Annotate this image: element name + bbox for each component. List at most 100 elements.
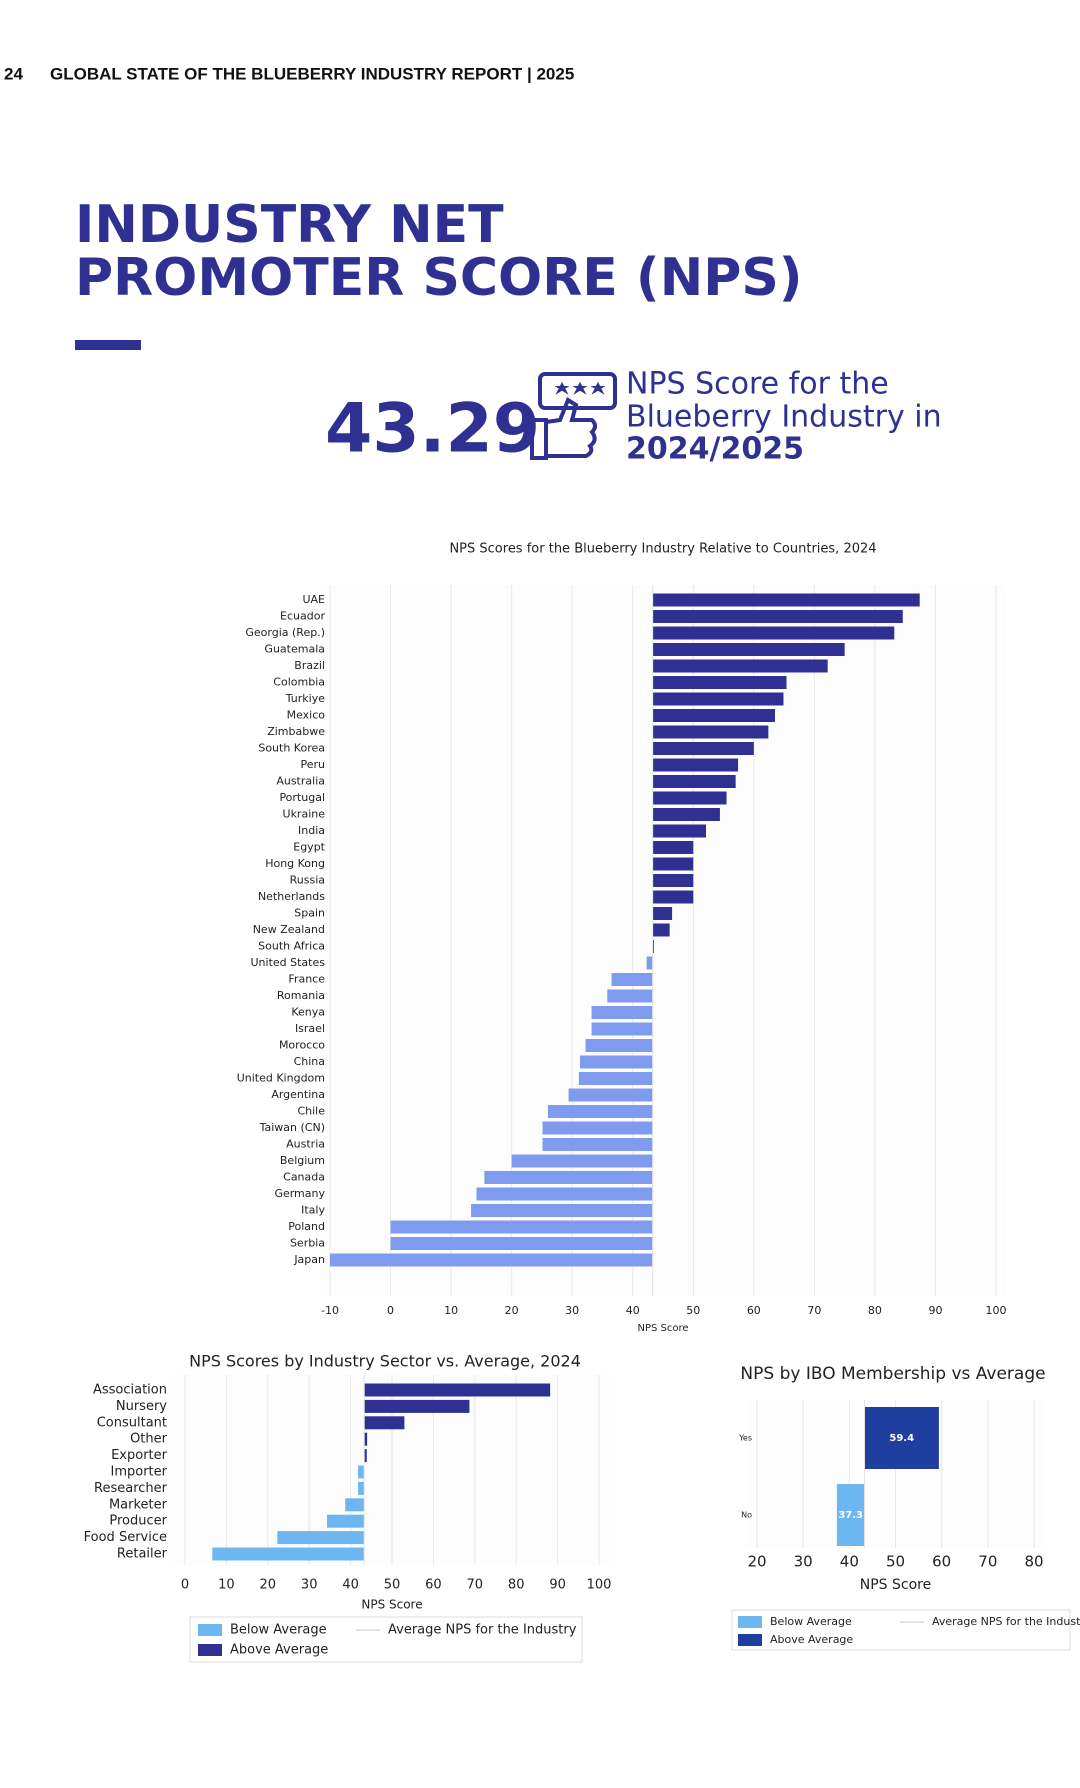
bar [652, 874, 694, 887]
x-tick-label: 80 [1024, 1553, 1043, 1571]
legend-box [189, 1616, 583, 1663]
category-label: Kenya [291, 1006, 325, 1019]
legend-label: Above Average [770, 1633, 853, 1646]
bar [652, 610, 903, 623]
bar [836, 1484, 865, 1546]
chart-title: NPS Scores for the Blueberry Industry Re… [449, 542, 876, 557]
nps-caption: 2024/2025 [626, 432, 804, 467]
bar [511, 1154, 653, 1168]
x-tick-label: 40 [342, 1578, 359, 1593]
legend-label: Average NPS for the Industry [388, 1623, 577, 1638]
x-tick-label: 80 [868, 1304, 882, 1317]
x-tick-label: 20 [260, 1578, 277, 1593]
x-axis-label: NPS Score [860, 1577, 931, 1593]
category-label: Egypt [293, 841, 325, 854]
nps-caption: Blueberry Industry in [626, 400, 942, 435]
bar [390, 1237, 653, 1250]
legend-swatch [198, 1624, 222, 1636]
bar [652, 593, 920, 607]
category-label: India [298, 824, 325, 837]
bar [652, 923, 670, 937]
bar [364, 1383, 551, 1397]
bar [652, 791, 727, 805]
category-label: Germany [274, 1187, 325, 1200]
x-tick-label: 100 [986, 1304, 1007, 1317]
category-label: Austria [286, 1138, 325, 1151]
bar [476, 1187, 653, 1201]
bar [652, 725, 769, 739]
x-tick-label: 0 [181, 1578, 189, 1593]
x-tick-label: 60 [932, 1553, 951, 1571]
category-label: Argentina [271, 1088, 325, 1101]
category-label: Food Service [84, 1530, 167, 1545]
x-tick-label: 50 [686, 1304, 700, 1317]
x-tick-label: 30 [565, 1304, 579, 1317]
bar [652, 841, 694, 854]
category-label: Exporter [111, 1448, 168, 1463]
category-label: Importer [111, 1465, 168, 1480]
category-label: Australia [276, 775, 325, 788]
x-tick-label: 20 [505, 1304, 519, 1317]
category-label: Yes [738, 1434, 752, 1443]
bar [652, 643, 845, 656]
bar [652, 692, 784, 706]
category-label: Serbia [290, 1237, 325, 1250]
category-label: Italy [301, 1204, 325, 1217]
bar [212, 1547, 365, 1561]
category-label: Marketer [109, 1497, 168, 1512]
category-label: Belgium [280, 1154, 325, 1167]
x-tick-label: -10 [321, 1304, 339, 1317]
bar [568, 1088, 653, 1102]
bar [547, 1105, 653, 1118]
bar [327, 1514, 365, 1528]
category-label: Guatemala [264, 643, 325, 656]
bar [652, 808, 720, 821]
x-tick-label: 60 [747, 1304, 761, 1317]
category-label: Ukraine [283, 808, 326, 821]
legend-label: Below Average [230, 1623, 327, 1638]
category-label: Turkiye [285, 692, 325, 705]
category-label: Mexico [287, 709, 326, 722]
x-tick-label: 20 [747, 1553, 766, 1571]
bar [364, 1432, 368, 1446]
bar [611, 973, 653, 986]
category-label: Other [130, 1432, 168, 1447]
x-tick-label: 100 [587, 1578, 612, 1593]
category-label: Consultant [97, 1415, 167, 1430]
category-label: Zimbabwe [267, 725, 325, 738]
x-tick-label: 70 [807, 1304, 821, 1317]
category-label: Nursery [116, 1399, 167, 1414]
headline: INDUSTRY NET [75, 195, 504, 255]
x-axis-label: NPS Score [637, 1323, 688, 1334]
category-label: New Zealand [253, 923, 325, 936]
category-label: Israel [295, 1022, 325, 1035]
category-label: China [294, 1055, 325, 1068]
x-tick-label: 70 [467, 1578, 484, 1593]
category-label: No [741, 1511, 752, 1520]
bar [585, 1039, 653, 1052]
x-tick-label: 70 [978, 1553, 997, 1571]
x-tick-label: 90 [928, 1304, 942, 1317]
category-label: Spain [294, 907, 325, 920]
x-axis-label: NPS Score [361, 1598, 422, 1612]
chart-title: NPS Scores by Industry Sector vs. Averag… [189, 1352, 581, 1371]
bar [652, 659, 828, 673]
bar [330, 1253, 653, 1267]
bar [652, 857, 694, 871]
x-tick-label: 0 [387, 1304, 394, 1317]
legend-label: Average NPS for the Industry [932, 1615, 1080, 1628]
bar [652, 890, 694, 904]
nps-caption: NPS Score for the [626, 367, 889, 402]
category-label: Morocco [279, 1039, 325, 1052]
category-label: Retailer [117, 1547, 168, 1562]
bar [607, 989, 653, 1003]
x-tick-label: 40 [840, 1553, 859, 1571]
chart-title: NPS by IBO Membership vs Average [740, 1364, 1045, 1384]
legend-label: Below Average [770, 1615, 852, 1628]
bar [277, 1531, 365, 1545]
x-tick-label: 50 [886, 1553, 905, 1571]
report-title: GLOBAL STATE OF THE BLUEBERRY INDUSTRY R… [50, 64, 574, 83]
bar [652, 676, 787, 689]
bar [358, 1481, 365, 1495]
data-label: 59.4 [889, 1433, 914, 1444]
